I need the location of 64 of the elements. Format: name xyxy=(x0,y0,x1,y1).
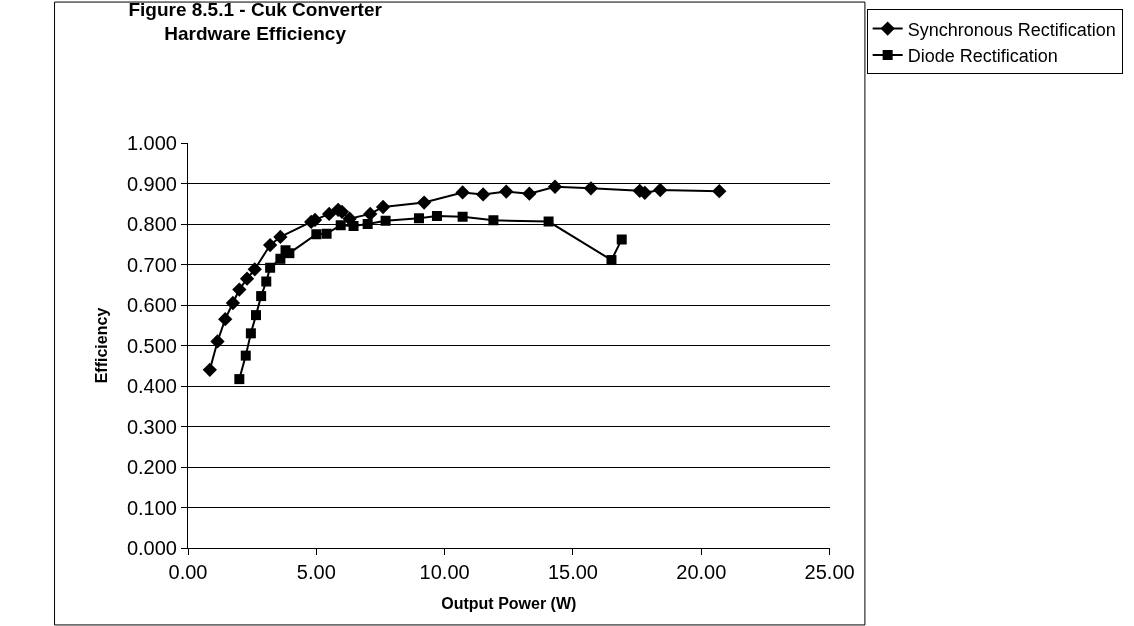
y-tick-label: 0.300 xyxy=(126,415,177,438)
x-tick-label: 5.00 xyxy=(296,561,336,583)
point xyxy=(311,229,322,240)
legend-label: Synchronous Rectification xyxy=(907,19,1116,40)
point xyxy=(488,215,499,226)
y-tick-label: 0.100 xyxy=(126,496,177,519)
point xyxy=(251,310,262,321)
y-tick-label: 0.200 xyxy=(126,456,177,478)
point xyxy=(232,282,247,297)
point xyxy=(476,187,491,202)
point xyxy=(413,213,424,224)
point xyxy=(653,182,668,198)
point xyxy=(457,211,468,222)
point xyxy=(616,234,627,245)
point xyxy=(265,262,276,273)
point xyxy=(273,229,288,245)
y-tick-label: 0.900 xyxy=(126,172,177,195)
point xyxy=(240,350,251,361)
point xyxy=(416,195,432,210)
point xyxy=(202,362,217,377)
point xyxy=(262,237,278,253)
point xyxy=(455,185,470,200)
x-axis-title: Output Power (W) xyxy=(441,594,577,612)
point xyxy=(225,295,241,311)
point xyxy=(322,206,337,222)
point xyxy=(499,184,514,199)
legend-label: Diode Rectification xyxy=(907,46,1058,67)
point xyxy=(284,248,295,259)
point xyxy=(583,181,599,196)
point xyxy=(606,255,617,266)
point xyxy=(261,276,272,287)
y-tick-label: 0.800 xyxy=(126,213,177,235)
chart-title: Figure 8.5.1 - Cuk Converter Hardware Efficiency xyxy=(128,0,383,45)
x-tick-label: 10.00 xyxy=(419,561,470,583)
point xyxy=(362,219,373,229)
y-tick-label: 0.700 xyxy=(126,253,177,276)
point xyxy=(375,199,391,215)
point xyxy=(234,374,245,385)
point xyxy=(321,228,332,239)
point xyxy=(712,184,727,199)
point xyxy=(256,291,267,302)
x-tick-label: 15.00 xyxy=(547,561,599,583)
y-tick-label: 0.000 xyxy=(126,537,177,559)
y-tick-label: 0.400 xyxy=(126,375,177,397)
x-tick-label: 25.00 xyxy=(804,561,855,583)
point xyxy=(275,253,286,264)
y-tick-label: 0.500 xyxy=(126,334,177,357)
point xyxy=(547,179,563,194)
point xyxy=(380,215,391,226)
point xyxy=(245,328,256,339)
y-axis-title: Efficiency xyxy=(92,307,110,384)
y-tick-label: 0.600 xyxy=(126,294,177,316)
point xyxy=(335,220,346,231)
point xyxy=(522,186,537,201)
x-tick-label: 0.00 xyxy=(168,561,208,583)
point xyxy=(431,210,442,221)
point xyxy=(543,216,554,227)
point xyxy=(348,221,359,232)
point xyxy=(239,271,255,286)
point xyxy=(210,334,225,349)
x-tick-label: 20.00 xyxy=(676,561,727,583)
point xyxy=(218,312,233,327)
y-tick-label: 1.000 xyxy=(126,132,177,154)
point xyxy=(247,262,262,277)
